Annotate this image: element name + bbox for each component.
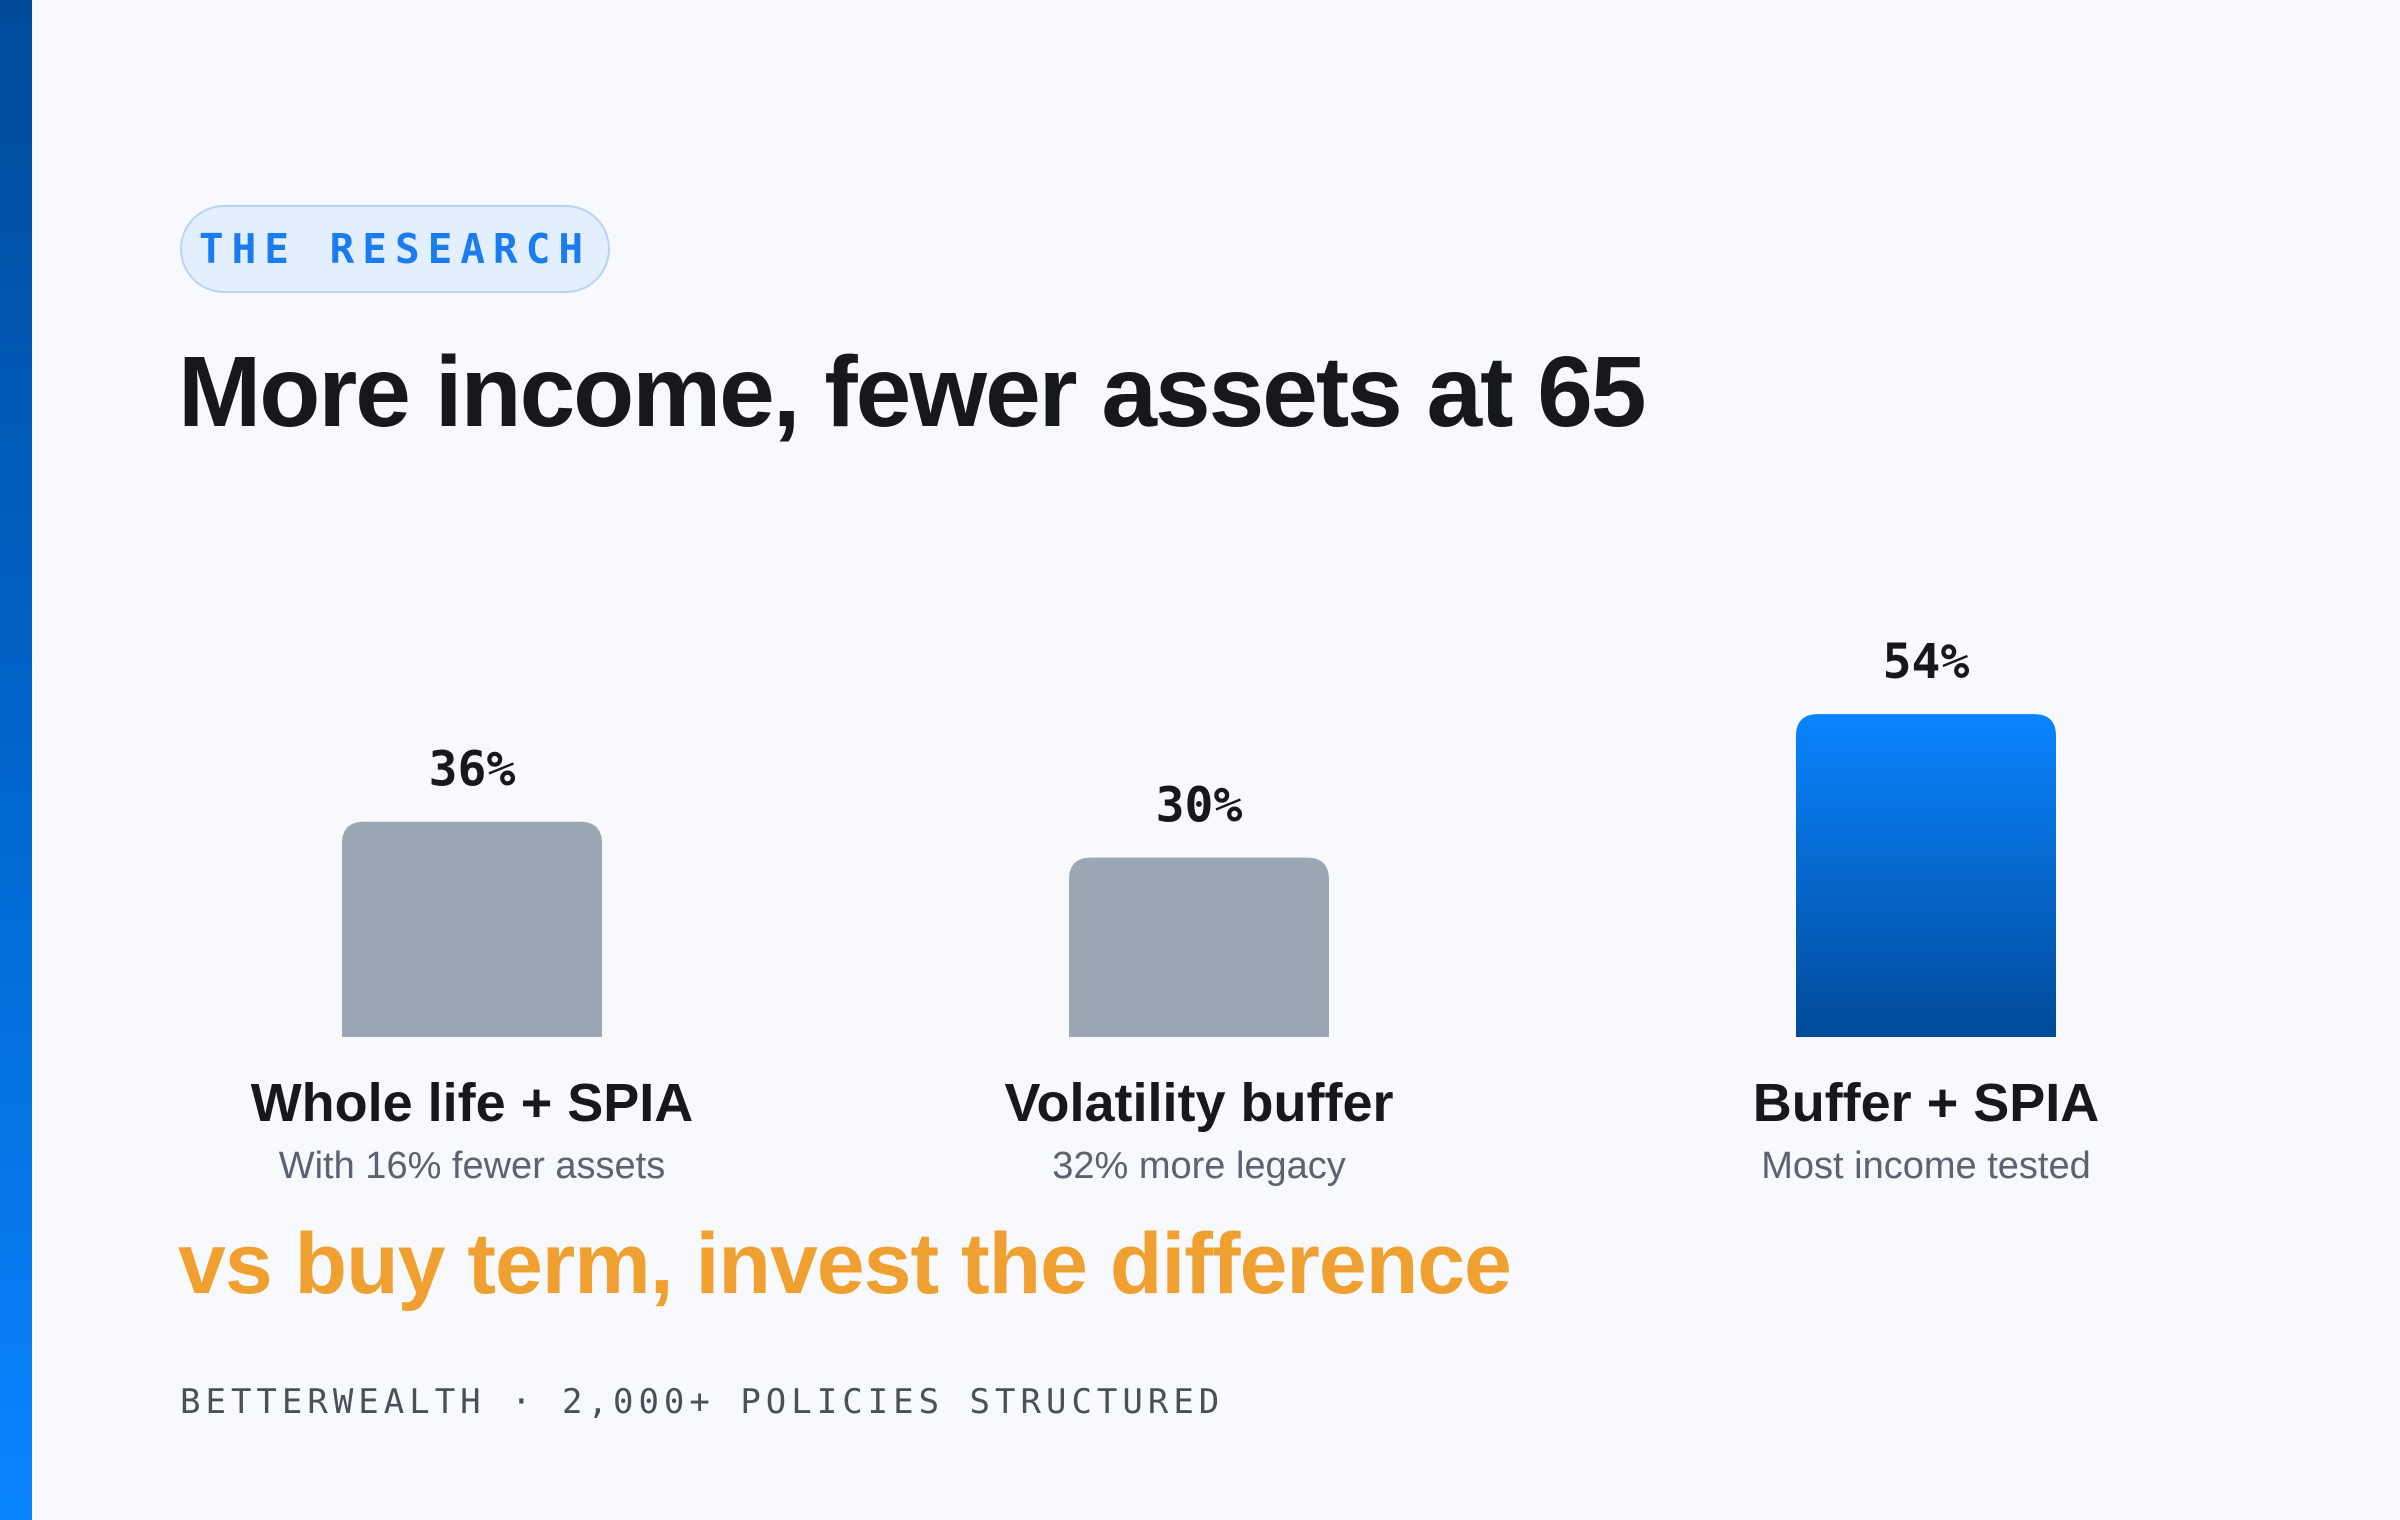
category-name-2: Volatility buffer [1004, 1073, 1394, 1133]
category-name-3: Buffer + SPIA [1752, 1073, 2100, 1133]
bar-2 [1069, 857, 1329, 1037]
bar-3 [1796, 714, 2056, 1037]
category-description-1: With 16% fewer assets [278, 1145, 666, 1187]
comparison-subtitle: vs buy term, invest the difference [178, 1216, 1512, 1312]
bar-value-label-1: 36% [429, 742, 516, 798]
footer-tagline: BETTERWEALTH · 2,000+ POLICIES STRUCTURE… [180, 1382, 1225, 1422]
section-badge: THE RESEARCH [180, 205, 610, 293]
category-description-2: 32% more legacy [1052, 1145, 1346, 1187]
category-description-3: Most income tested [1761, 1145, 2091, 1187]
bar-1 [342, 821, 602, 1037]
left-accent-bar [0, 0, 32, 1520]
bar-value-label-3: 54% [1883, 634, 1970, 690]
bar-value-label-2: 30% [1156, 778, 1243, 834]
category-name-1: Whole life + SPIA [250, 1073, 694, 1133]
page-title: More income, fewer assets at 65 [178, 336, 1646, 448]
